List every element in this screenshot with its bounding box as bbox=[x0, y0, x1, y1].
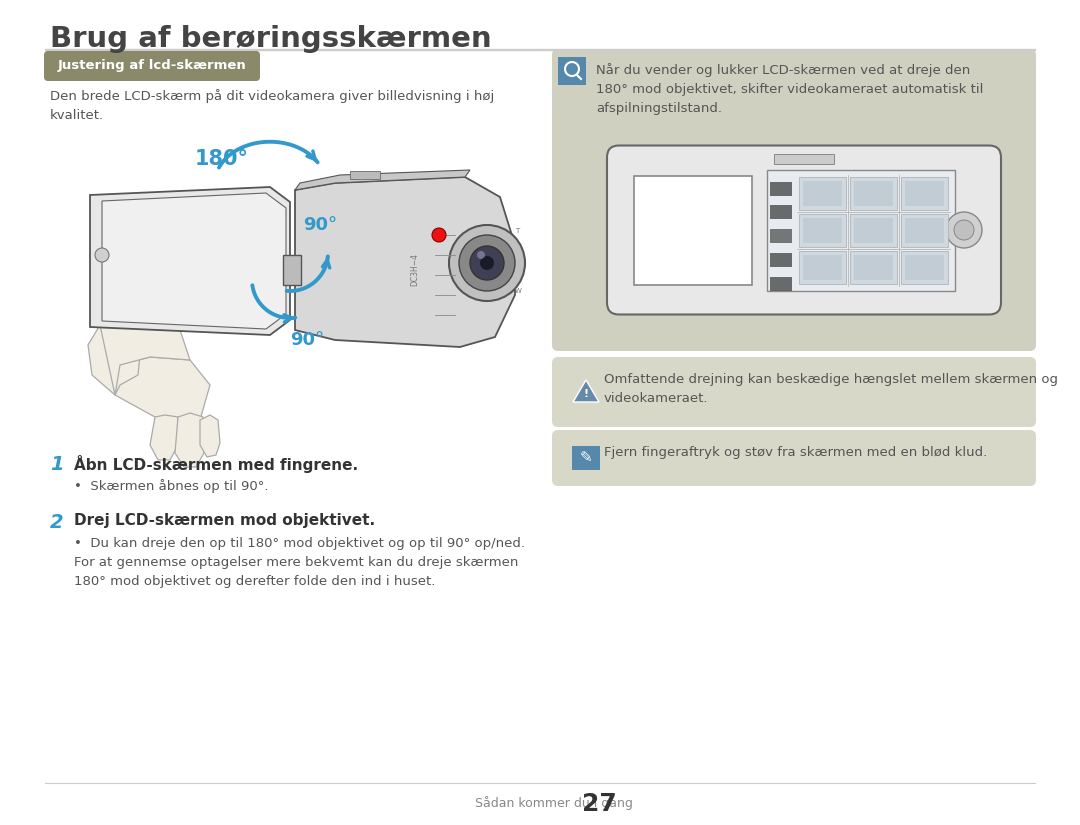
Bar bbox=[901, 214, 948, 247]
Text: 90°: 90° bbox=[291, 331, 324, 349]
Bar bbox=[558, 57, 586, 85]
Bar bbox=[770, 182, 792, 196]
Text: Åbn LCD-skærmen med fingrene.: Åbn LCD-skærmen med fingrene. bbox=[75, 455, 359, 473]
Circle shape bbox=[432, 228, 446, 242]
Polygon shape bbox=[175, 413, 204, 467]
Bar bbox=[901, 177, 948, 210]
Text: 1: 1 bbox=[50, 455, 64, 474]
Text: Justering af lcd-skærmen: Justering af lcd-skærmen bbox=[57, 59, 246, 73]
Polygon shape bbox=[150, 415, 178, 460]
Text: Drej LCD-skærmen mod objektivet.: Drej LCD-skærmen mod objektivet. bbox=[75, 513, 375, 528]
Bar bbox=[770, 276, 792, 290]
Circle shape bbox=[477, 251, 485, 259]
Bar bbox=[850, 251, 897, 284]
Circle shape bbox=[480, 256, 494, 270]
Text: W: W bbox=[515, 288, 522, 294]
Text: Sådan kommer du i gang: Sådan kommer du i gang bbox=[475, 796, 633, 810]
Bar bbox=[854, 218, 893, 243]
Text: ✎: ✎ bbox=[580, 450, 592, 465]
Text: 90°: 90° bbox=[303, 216, 337, 234]
FancyBboxPatch shape bbox=[552, 357, 1036, 427]
Polygon shape bbox=[295, 177, 515, 347]
FancyBboxPatch shape bbox=[44, 51, 260, 81]
Bar bbox=[767, 169, 955, 290]
Text: 180°: 180° bbox=[195, 149, 249, 169]
Bar bbox=[804, 254, 842, 280]
Polygon shape bbox=[295, 170, 470, 190]
FancyBboxPatch shape bbox=[607, 145, 1001, 314]
Text: Den brede LCD-skærm på dit videokamera giver billedvisning i høj
kvalitet.: Den brede LCD-skærm på dit videokamera g… bbox=[50, 89, 495, 122]
Bar bbox=[905, 218, 944, 243]
Text: •  Skærmen åbnes op til 90°.: • Skærmen åbnes op til 90°. bbox=[75, 479, 269, 493]
Polygon shape bbox=[114, 357, 210, 420]
Bar bbox=[799, 251, 846, 284]
Circle shape bbox=[449, 225, 525, 301]
Text: Brug af berøringsskærmen: Brug af berøringsskærmen bbox=[50, 25, 491, 53]
Bar bbox=[770, 252, 792, 266]
Bar bbox=[901, 251, 948, 284]
Bar bbox=[770, 229, 792, 243]
Bar bbox=[350, 171, 380, 179]
Bar bbox=[799, 177, 846, 210]
Polygon shape bbox=[87, 325, 140, 395]
Circle shape bbox=[459, 235, 515, 291]
Text: Fjern fingeraftryk og støv fra skærmen med en blød klud.: Fjern fingeraftryk og støv fra skærmen m… bbox=[604, 446, 987, 459]
Text: 2: 2 bbox=[50, 513, 64, 532]
Bar bbox=[45, 49, 1035, 50]
Text: Omfattende drejning kan beskædige hængslet mellem skærmen og
videokameraet.: Omfattende drejning kan beskædige hængsl… bbox=[604, 373, 1058, 405]
Bar bbox=[799, 214, 846, 247]
Text: Når du vender og lukker LCD-skærmen ved at dreje den
180° mod objektivet, skifte: Når du vender og lukker LCD-skærmen ved … bbox=[596, 63, 984, 115]
Polygon shape bbox=[573, 380, 599, 402]
Circle shape bbox=[954, 220, 974, 240]
FancyBboxPatch shape bbox=[552, 430, 1036, 486]
Circle shape bbox=[946, 212, 982, 248]
Bar bbox=[770, 205, 792, 219]
Bar bbox=[905, 254, 944, 280]
Polygon shape bbox=[102, 193, 286, 329]
Text: 27: 27 bbox=[582, 792, 617, 816]
Text: !: ! bbox=[583, 389, 589, 399]
Polygon shape bbox=[100, 277, 190, 395]
Bar bbox=[850, 214, 897, 247]
Circle shape bbox=[95, 248, 109, 262]
Polygon shape bbox=[200, 415, 220, 457]
Bar bbox=[572, 446, 600, 470]
Bar bbox=[634, 176, 752, 285]
Bar bbox=[854, 254, 893, 280]
Bar bbox=[804, 218, 842, 243]
Circle shape bbox=[470, 246, 504, 280]
Bar bbox=[854, 181, 893, 205]
Bar bbox=[283, 255, 301, 285]
Text: •  Du kan dreje den op til 180° mod objektivet og op til 90° op/ned.
For at genn: • Du kan dreje den op til 180° mod objek… bbox=[75, 537, 525, 588]
Polygon shape bbox=[90, 187, 291, 335]
Text: DC3H−4: DC3H−4 bbox=[410, 253, 419, 286]
Text: T: T bbox=[515, 228, 519, 234]
Bar bbox=[774, 153, 834, 163]
Bar bbox=[804, 181, 842, 205]
Bar bbox=[850, 177, 897, 210]
Bar bbox=[905, 181, 944, 205]
FancyBboxPatch shape bbox=[552, 49, 1036, 351]
